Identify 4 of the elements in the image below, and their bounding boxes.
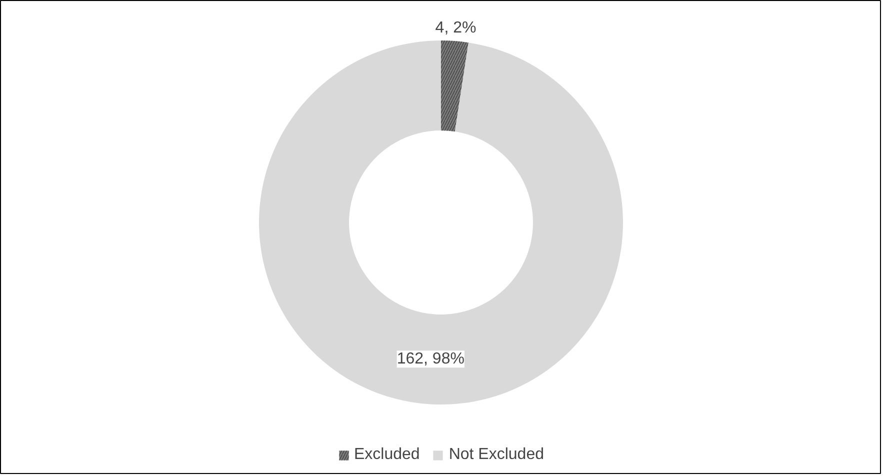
legend-label: Excluded (354, 446, 420, 464)
data-label: 162, 98% (396, 350, 464, 368)
data-label: 4, 2% (435, 20, 476, 37)
legend-label: Not Excluded (448, 446, 544, 464)
